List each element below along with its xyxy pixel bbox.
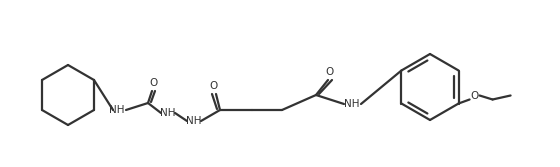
- Text: O: O: [470, 91, 479, 101]
- Text: NH: NH: [160, 108, 176, 118]
- Text: O: O: [326, 67, 334, 77]
- Text: O: O: [210, 81, 218, 91]
- Text: NH: NH: [109, 105, 125, 115]
- Text: NH: NH: [186, 116, 202, 126]
- Text: O: O: [149, 78, 157, 88]
- Text: NH: NH: [344, 99, 360, 109]
